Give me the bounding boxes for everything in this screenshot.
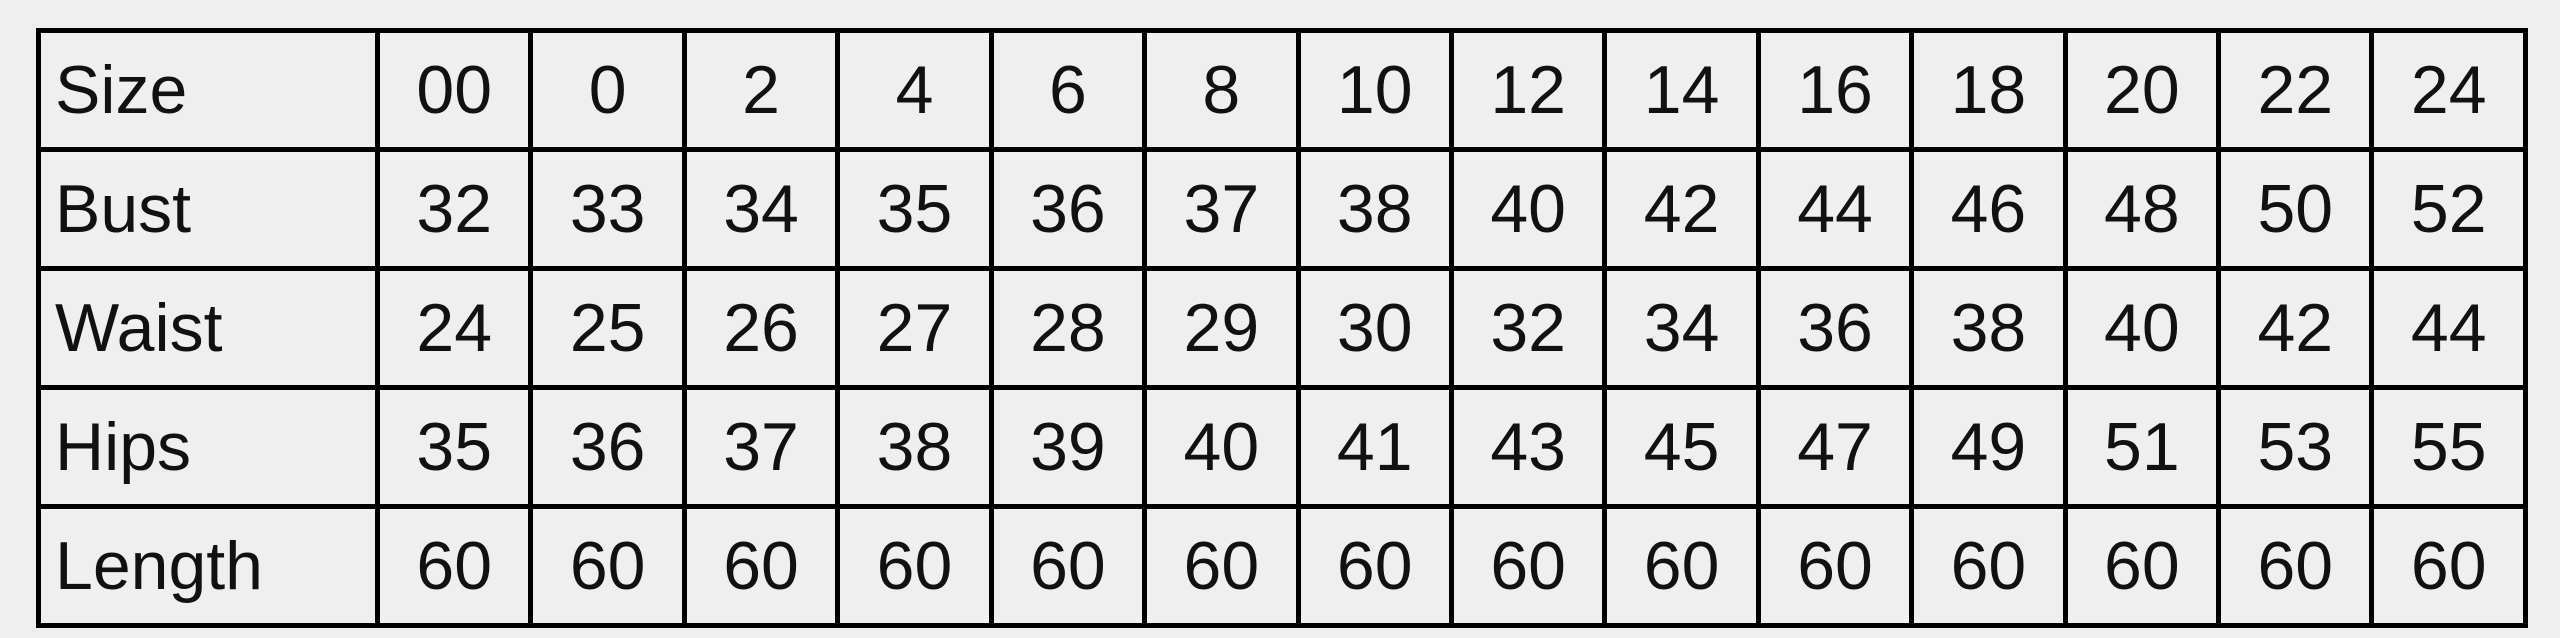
table-cell: 50 <box>2216 147 2375 271</box>
table-cell: 8 <box>1142 28 1301 152</box>
table-row-waist: Waist 24 25 26 27 28 29 30 32 34 36 38 40 42 44 <box>36 266 2528 390</box>
table-cell: 32 <box>1448 266 1608 390</box>
table-cell: 33 <box>528 147 687 271</box>
table-row-hips: Hips 35 36 37 38 39 40 41 43 45 47 49 51 53 55 <box>36 385 2528 509</box>
table-cell: 60 <box>1602 504 1761 628</box>
table-cell: 51 <box>2062 385 2222 509</box>
table-cell: 42 <box>2216 266 2375 390</box>
table-cell: 60 <box>1142 504 1301 628</box>
table-cell: 24 <box>2369 28 2528 152</box>
table-cell: 60 <box>374 504 534 628</box>
table-cell: 60 <box>528 504 687 628</box>
table-cell: 60 <box>2062 504 2222 628</box>
table-cell: 34 <box>681 147 841 271</box>
table-cell: 53 <box>2216 385 2375 509</box>
table-cell: 41 <box>1295 385 1454 509</box>
table-row-length: Length 60 60 60 60 60 60 60 60 60 60 60 60 60 60 <box>36 504 2528 628</box>
table-cell: 40 <box>2062 266 2222 390</box>
table-cell: 40 <box>1142 385 1301 509</box>
table-cell: 60 <box>1295 504 1454 628</box>
row-label: Bust <box>36 147 380 271</box>
table-cell: 60 <box>1448 504 1608 628</box>
row-label: Size <box>36 28 380 152</box>
table-cell: 60 <box>2216 504 2375 628</box>
table-cell: 20 <box>2062 28 2222 152</box>
table-cell: 30 <box>1295 266 1454 390</box>
table-cell: 35 <box>835 147 994 271</box>
table-cell: 35 <box>374 385 534 509</box>
table-row-bust: Bust 32 33 34 35 36 37 38 40 42 44 46 48 50 52 <box>36 147 2528 271</box>
table-cell: 43 <box>1448 385 1608 509</box>
table-cell: 44 <box>1755 147 1915 271</box>
table-cell: 37 <box>681 385 841 509</box>
table-cell: 14 <box>1602 28 1761 152</box>
table-cell: 36 <box>988 147 1148 271</box>
table-cell: 0 <box>528 28 687 152</box>
table-cell: 00 <box>374 28 534 152</box>
table-cell: 60 <box>681 504 841 628</box>
table-cell: 36 <box>528 385 687 509</box>
table-cell: 29 <box>1142 266 1301 390</box>
table-row-size: Size 00 0 2 4 6 8 10 12 14 16 18 20 22 24 <box>36 28 2528 152</box>
table-cell: 60 <box>835 504 994 628</box>
table-cell: 44 <box>2369 266 2528 390</box>
table-cell: 36 <box>1755 266 1915 390</box>
table-cell: 24 <box>374 266 534 390</box>
table-cell: 46 <box>1909 147 2068 271</box>
table-cell: 22 <box>2216 28 2375 152</box>
row-label: Length <box>36 504 380 628</box>
table-cell: 12 <box>1448 28 1608 152</box>
table-cell: 38 <box>1909 266 2068 390</box>
table-cell: 60 <box>1755 504 1915 628</box>
table-cell: 2 <box>681 28 841 152</box>
table-cell: 60 <box>1909 504 2068 628</box>
table-cell: 40 <box>1448 147 1608 271</box>
table-cell: 25 <box>528 266 687 390</box>
table-cell: 18 <box>1909 28 2068 152</box>
size-chart-table: Size 00 0 2 4 6 8 10 12 14 16 18 20 22 24 Bust 32 33 34 35 3… <box>36 28 2528 628</box>
table-cell: 38 <box>835 385 994 509</box>
table-cell: 28 <box>988 266 1148 390</box>
table-cell: 26 <box>681 266 841 390</box>
table-cell: 27 <box>835 266 994 390</box>
table-cell: 52 <box>2369 147 2528 271</box>
table-cell: 42 <box>1602 147 1761 271</box>
table-cell: 37 <box>1142 147 1301 271</box>
table-cell: 47 <box>1755 385 1915 509</box>
table-cell: 16 <box>1755 28 1915 152</box>
table-cell: 39 <box>988 385 1148 509</box>
row-label: Hips <box>36 385 380 509</box>
table-cell: 32 <box>374 147 534 271</box>
table-cell: 4 <box>835 28 994 152</box>
table-cell: 10 <box>1295 28 1454 152</box>
table-cell: 34 <box>1602 266 1761 390</box>
table-cell: 55 <box>2369 385 2528 509</box>
row-label: Waist <box>36 266 380 390</box>
table-cell: 60 <box>988 504 1148 628</box>
table-cell: 38 <box>1295 147 1454 271</box>
table-cell: 6 <box>988 28 1148 152</box>
table-cell: 49 <box>1909 385 2068 509</box>
table-cell: 60 <box>2369 504 2528 628</box>
table-cell: 48 <box>2062 147 2222 271</box>
table-cell: 45 <box>1602 385 1761 509</box>
